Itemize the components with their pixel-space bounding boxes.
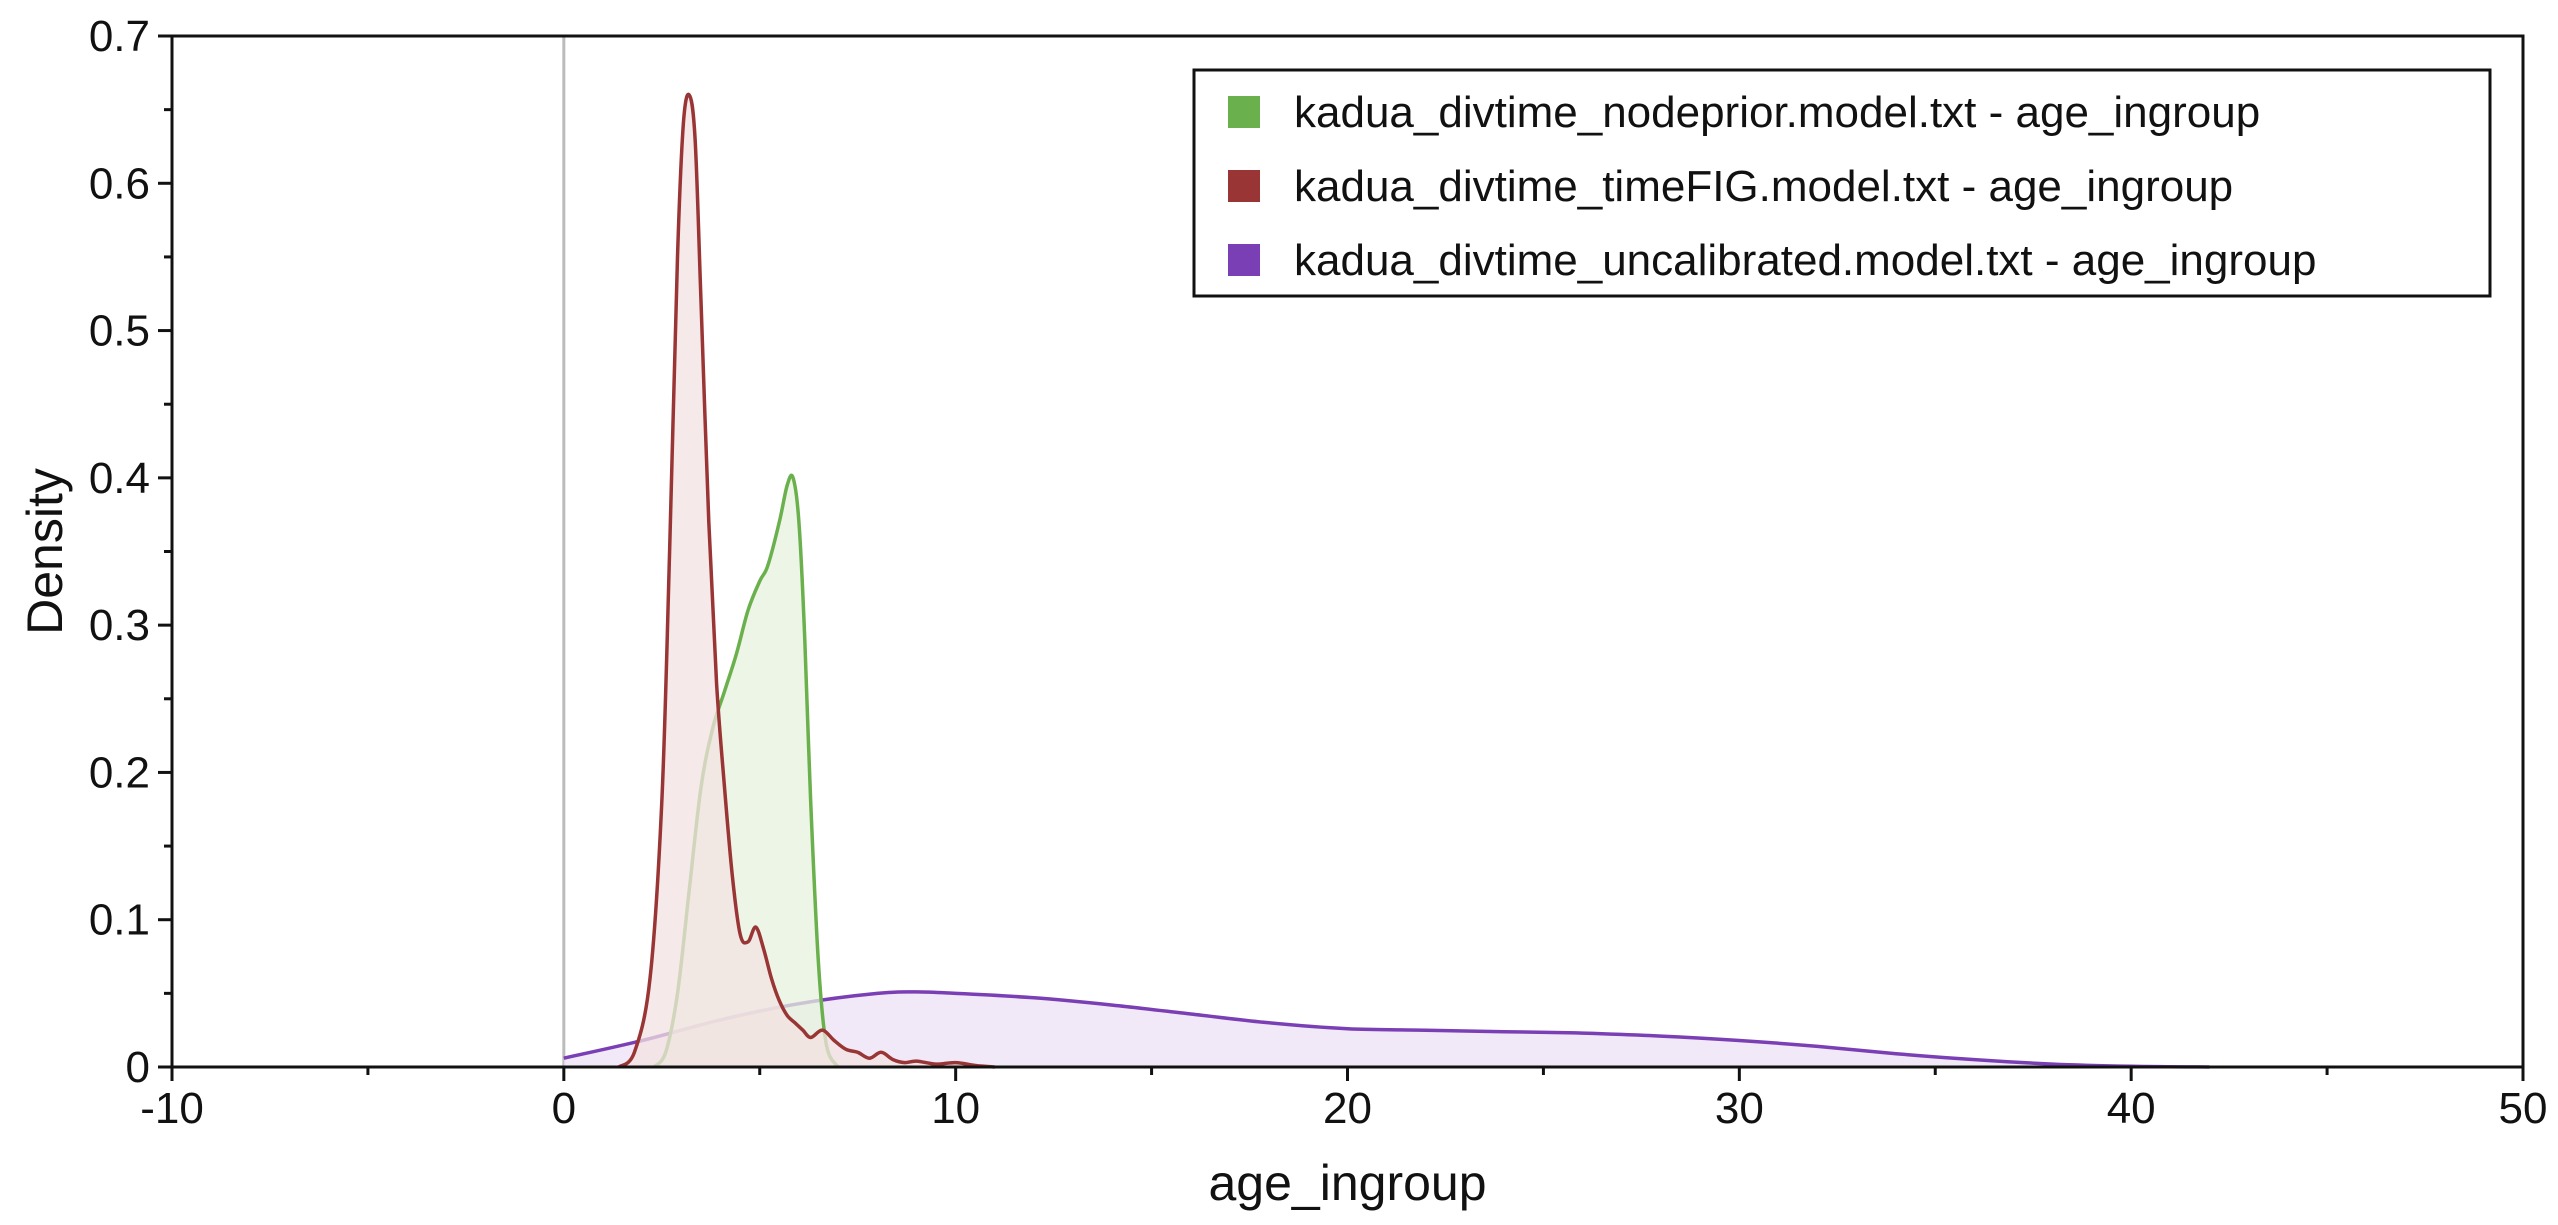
series-layer — [563, 92, 2210, 1069]
legend-box — [1192, 68, 2492, 298]
legend-label: kadua_divtime_nodeprior.model.txt - age_… — [1294, 88, 2260, 137]
series-2-area — [618, 94, 995, 1067]
x-tick-label: 0 — [552, 1084, 576, 1133]
series-0-line — [563, 990, 2210, 1069]
series-2-line — [617, 92, 995, 1069]
x-tick-label: 30 — [1715, 1084, 1764, 1133]
x-tick-label: 40 — [2107, 1084, 2156, 1133]
series-0-area — [563, 991, 2210, 1067]
x-tick-label: 50 — [2499, 1084, 2548, 1133]
y-tick-label: 0.2 — [89, 748, 150, 797]
y-tick-label: 0.3 — [89, 601, 150, 650]
legend-swatch — [1228, 170, 1260, 202]
legend: kadua_divtime_nodeprior.model.txt - age_… — [1192, 68, 2492, 298]
y-tick-label: 0.5 — [89, 307, 150, 356]
legend-label: kadua_divtime_timeFIG.model.txt - age_in… — [1294, 162, 2233, 211]
x-tick-label: 20 — [1323, 1084, 1372, 1133]
y-tick-label: 0.1 — [89, 896, 150, 945]
y-tick-label: 0 — [126, 1043, 150, 1092]
y-tick-label: 0.6 — [89, 159, 150, 208]
x-tick-label: -10 — [140, 1084, 204, 1133]
y-tick-label: 0.4 — [89, 454, 150, 503]
x-tick-label: 10 — [931, 1084, 980, 1133]
x-axis-label: age_ingroup — [1208, 1155, 1486, 1211]
y-tick-label: 0.7 — [89, 12, 150, 61]
y-axis-label: Density — [17, 468, 73, 635]
legend-swatch — [1228, 244, 1260, 276]
legend-swatch — [1228, 96, 1260, 128]
legend-label: kadua_divtime_uncalibrated.model.txt - a… — [1294, 236, 2316, 285]
